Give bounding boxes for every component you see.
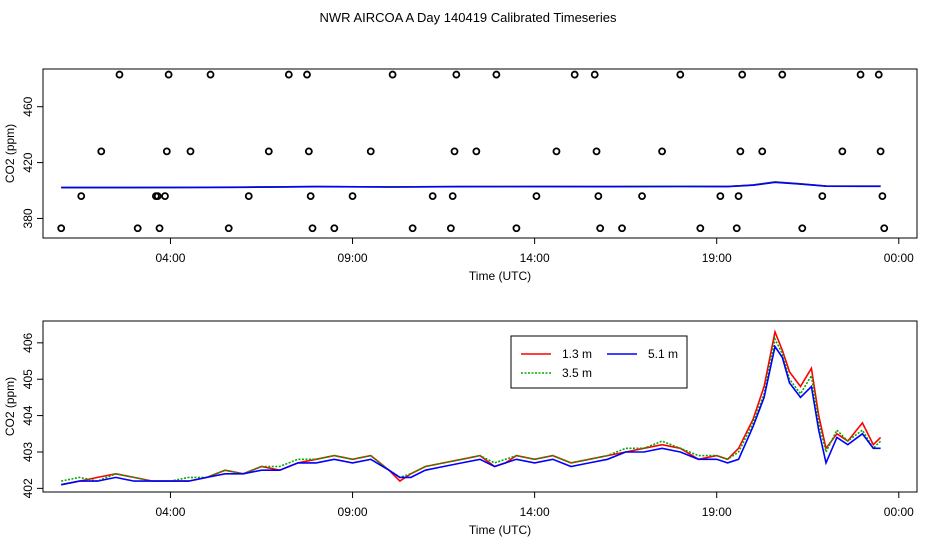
legend-label: 1.3 m (562, 347, 592, 361)
data-point (818, 192, 827, 200)
series-line-2 (61, 181, 881, 189)
data-point (856, 70, 865, 79)
data-point (592, 147, 601, 156)
y-tick-label: 460 (21, 96, 35, 116)
series-line-5-1-m (61, 344, 881, 486)
data-point (878, 192, 887, 200)
data-point (596, 224, 605, 233)
data-point (492, 70, 501, 79)
data-point (162, 147, 171, 156)
x-tick-label: 19:00 (702, 505, 732, 519)
data-point (77, 192, 86, 200)
data-point (874, 70, 883, 79)
data-point (155, 224, 164, 233)
data-point (161, 192, 169, 200)
data-point (452, 70, 461, 79)
legend-label: 3.5 m (562, 366, 592, 380)
data-point (778, 70, 787, 79)
y-tick-label: 406 (21, 332, 35, 352)
x-tick-label: 14:00 (520, 251, 550, 265)
data-point (224, 224, 233, 233)
data-point (366, 147, 375, 156)
y-tick-label: 420 (21, 152, 35, 172)
data-point (876, 147, 885, 156)
data-point (532, 192, 541, 200)
data-point (308, 224, 317, 233)
x-tick-label: 00:00 (884, 505, 914, 519)
legend-box (510, 335, 688, 389)
data-point (133, 224, 142, 233)
data-point (448, 192, 457, 200)
data-point (388, 70, 397, 79)
data-point (450, 147, 459, 156)
chart-title: NWR AIRCOA A Day 140419 Calibrated Times… (320, 10, 617, 25)
data-point (594, 192, 603, 200)
series-line-3-5-m (61, 336, 882, 482)
data-point (330, 224, 339, 233)
plot-frame (42, 68, 918, 239)
data-point (428, 192, 437, 200)
data-point (618, 224, 626, 233)
data-point (734, 192, 743, 200)
data-point (244, 192, 253, 200)
data-point (348, 192, 357, 200)
data-point (736, 147, 745, 156)
data-point (696, 224, 705, 233)
data-point (676, 70, 685, 79)
x-tick-label: 04:00 (155, 505, 185, 519)
legend: 1.3 m 3.5 m 5.1 m (510, 335, 688, 389)
data-point (186, 147, 195, 156)
data-point (303, 70, 311, 79)
x-tick-label: 09:00 (338, 505, 368, 519)
y-tick-label: 404 (21, 405, 35, 425)
top-scatter-panel: 04:00 09:00 14:00 19:00 00:00 380 420 460 Time (… (3, 68, 918, 283)
data-point (164, 70, 173, 79)
data-point (408, 224, 417, 233)
data-point (658, 147, 666, 156)
y-tick-label: 402 (21, 478, 35, 498)
data-point (838, 147, 847, 156)
y-tick-label: 405 (21, 369, 35, 389)
plot-frame (42, 320, 918, 493)
legend-label: 5.1 m (648, 347, 678, 361)
data-point (264, 147, 273, 156)
x-tick-label: 04:00 (155, 251, 185, 265)
data-point (552, 147, 561, 156)
data-point (97, 147, 106, 156)
data-point (304, 147, 313, 156)
y-axis-label: CO2 (ppm) (3, 377, 17, 436)
data-point (758, 147, 767, 156)
data-point (716, 192, 725, 200)
data-point (570, 70, 579, 79)
data-point (57, 224, 66, 233)
data-point (472, 147, 481, 156)
data-point (638, 192, 646, 200)
data-point (206, 70, 215, 79)
y-tick-label: 403 (21, 442, 35, 462)
x-tick-label: 00:00 (884, 251, 914, 265)
data-point (590, 70, 599, 79)
data-point (880, 224, 889, 233)
y-tick-label: 380 (21, 208, 35, 228)
y-axis-label: CO2 (ppm) (3, 124, 17, 183)
data-point (732, 224, 741, 233)
bottom-line-panel: 04:00 09:00 14:00 19:00 00:00 402 403 404 405 406… (3, 320, 918, 537)
data-point (798, 224, 807, 233)
x-tick-label: 14:00 (520, 505, 550, 519)
data-point (153, 192, 162, 200)
data-point (738, 70, 747, 79)
data-point (446, 224, 455, 233)
data-point (284, 70, 293, 79)
x-axis-label: Time (UTC) (469, 523, 531, 537)
x-tick-label: 19:00 (702, 251, 732, 265)
data-point (115, 70, 124, 79)
data-point (512, 224, 521, 233)
data-point (306, 192, 315, 200)
x-axis-label: Time (UTC) (469, 269, 531, 283)
x-tick-label: 09:00 (338, 251, 368, 265)
